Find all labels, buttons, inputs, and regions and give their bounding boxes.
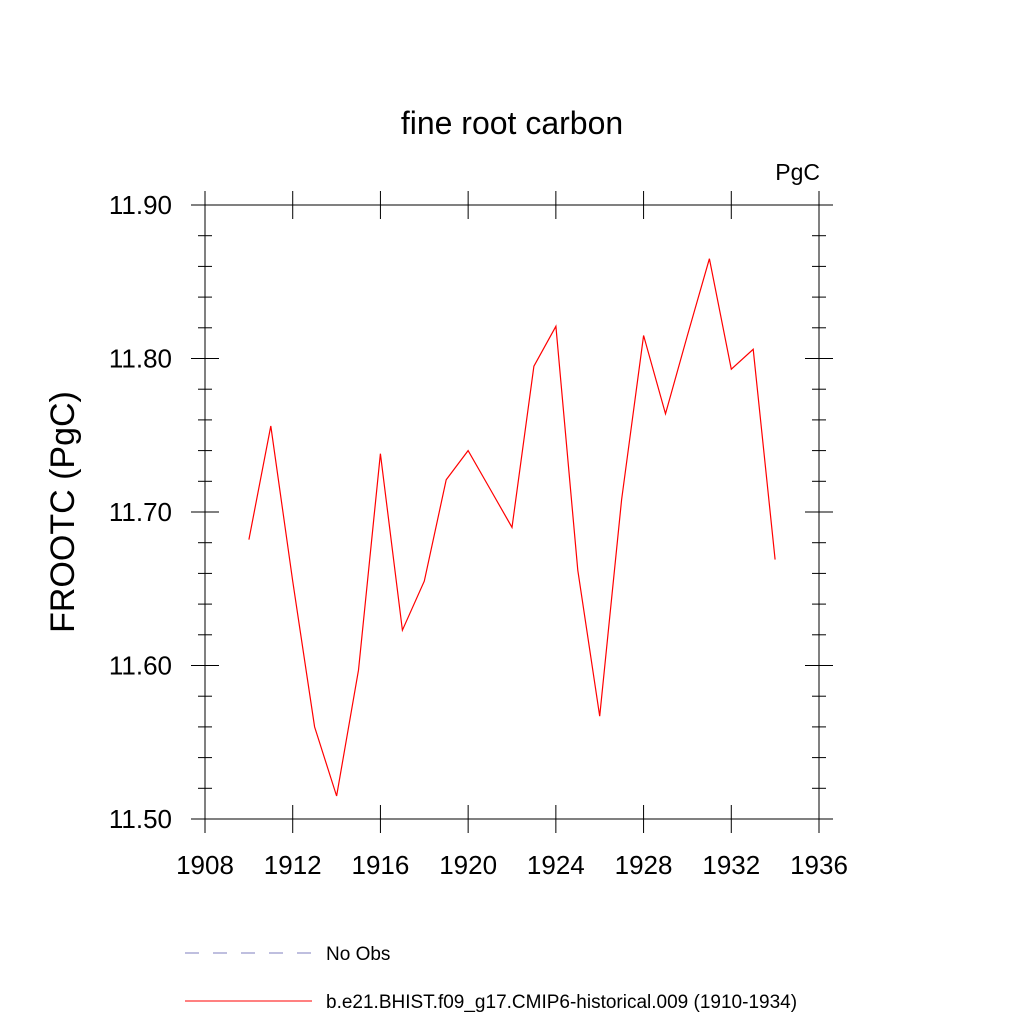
plot-frame [204, 204, 820, 820]
x-tick-label: 1936 [790, 850, 848, 880]
chart-title: fine root carbon [401, 105, 623, 141]
legend: No Obs b.e21.BHIST.f09_g17.CMIP6-historic… [185, 944, 797, 1013]
series-line [248, 258, 776, 797]
axis-ticks [191, 191, 833, 833]
x-tick-label: 1908 [176, 850, 234, 880]
x-tick-label: 1924 [527, 850, 585, 880]
x-tick-label: 1928 [615, 850, 673, 880]
y-tick-label: 11.90 [109, 190, 172, 220]
x-tick-label: 1916 [352, 850, 410, 880]
series-group [248, 258, 776, 797]
tick-labels: 1908 1912 1916 1920 1924 1928 1932 1936 11.50 11.… [109, 190, 848, 880]
y-tick-label: 11.60 [109, 651, 172, 681]
y-tick-label: 11.80 [109, 344, 172, 374]
y-tick-label: 11.70 [109, 497, 172, 527]
x-tick-label: 1920 [439, 850, 497, 880]
x-tick-label: 1912 [264, 850, 322, 880]
legend-label: No Obs [326, 944, 390, 965]
y-axis-label: FROOTC (PgC) [44, 391, 82, 633]
legend-label: b.e21.BHIST.f09_g17.CMIP6-historical.009… [326, 992, 797, 1013]
units-label: PgC [775, 159, 820, 185]
y-tick-label: 11.50 [109, 804, 172, 834]
x-tick-label: 1932 [702, 850, 760, 880]
